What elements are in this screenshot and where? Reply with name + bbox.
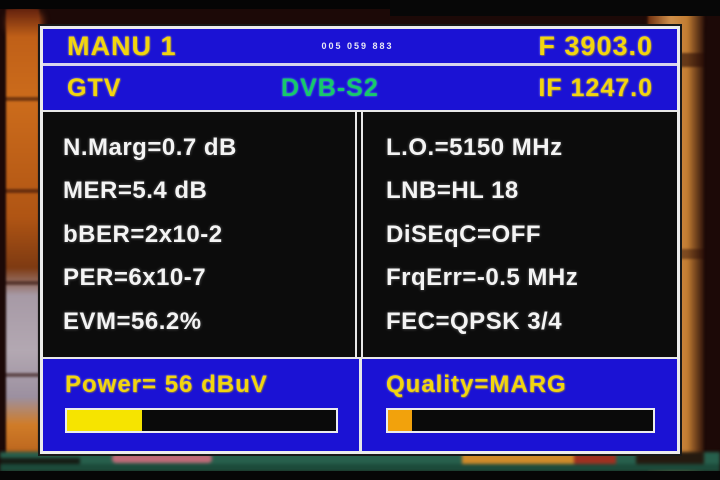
reading-diseqc: DiSEqC=OFF — [386, 220, 542, 248]
title-center-code: 005 059 883 — [321, 41, 394, 51]
bottom-divider — [359, 359, 362, 451]
reading-mer: MER=5.4 dB — [63, 177, 208, 204]
quality-bar-fill — [388, 410, 412, 431]
separator-line — [43, 63, 677, 66]
power-bar-fill — [67, 410, 143, 431]
readings-right-column: L.O.=5150 MHz LNB=HL 18 DiSEqC=OFF FrqEr… — [360, 112, 677, 357]
quality-section: Quality=MARG — [360, 359, 677, 451]
column-divider — [355, 112, 364, 357]
reading-evm: EVM=56.2% — [63, 307, 202, 335]
reading-nmarg: N.Marg=0.7 dB — [63, 133, 237, 161]
title-bar: MANU 1 005 059 883 F 3903.0 — [43, 29, 677, 63]
quality-label: Quality=MARG — [386, 371, 567, 398]
signal-bars-section: Power= 56 dBuV Quality=MARG — [43, 359, 677, 451]
backdrop-left-object — [6, 9, 39, 471]
readings-left-column: N.Marg=0.7 dB MER=5.4 dB bBER=2x10-2 PER… — [43, 112, 360, 357]
reading-fec: FEC=QPSK 3/4 — [386, 307, 563, 335]
reading-frqerr: FrqErr=-0.5 MHz — [386, 264, 579, 291]
quality-bar — [386, 408, 655, 433]
letterbox-bottom — [0, 471, 720, 480]
reading-per: PER=6x10-7 — [63, 264, 207, 291]
if-frequency: IF 1247.0 — [538, 73, 653, 102]
frequency-readout: F 3903.0 — [538, 30, 653, 61]
meter-osd-panel: MANU 1 005 059 883 F 3903.0 GTV DVB-S2 I… — [38, 24, 682, 456]
backdrop-bottom-scene — [0, 452, 720, 472]
power-bar — [65, 408, 338, 433]
letterbox-top — [0, 0, 720, 9]
reading-lnb: LNB=HL 18 — [386, 177, 519, 204]
power-section: Power= 56 dBuV — [43, 359, 360, 451]
reading-lo: L.O.=5150 MHz — [386, 133, 563, 161]
measurement-readout: N.Marg=0.7 dB MER=5.4 dB bBER=2x10-2 PER… — [43, 110, 677, 359]
power-label: Power= 56 dBuV — [65, 371, 268, 398]
reading-bber: bBER=2x10-2 — [63, 220, 223, 248]
preset-name: MANU 1 — [67, 30, 177, 61]
channel-bar: GTV DVB-S2 IF 1247.0 — [43, 66, 677, 110]
dvb-standard: DVB-S2 — [281, 73, 379, 102]
channel-name: GTV — [67, 73, 122, 102]
